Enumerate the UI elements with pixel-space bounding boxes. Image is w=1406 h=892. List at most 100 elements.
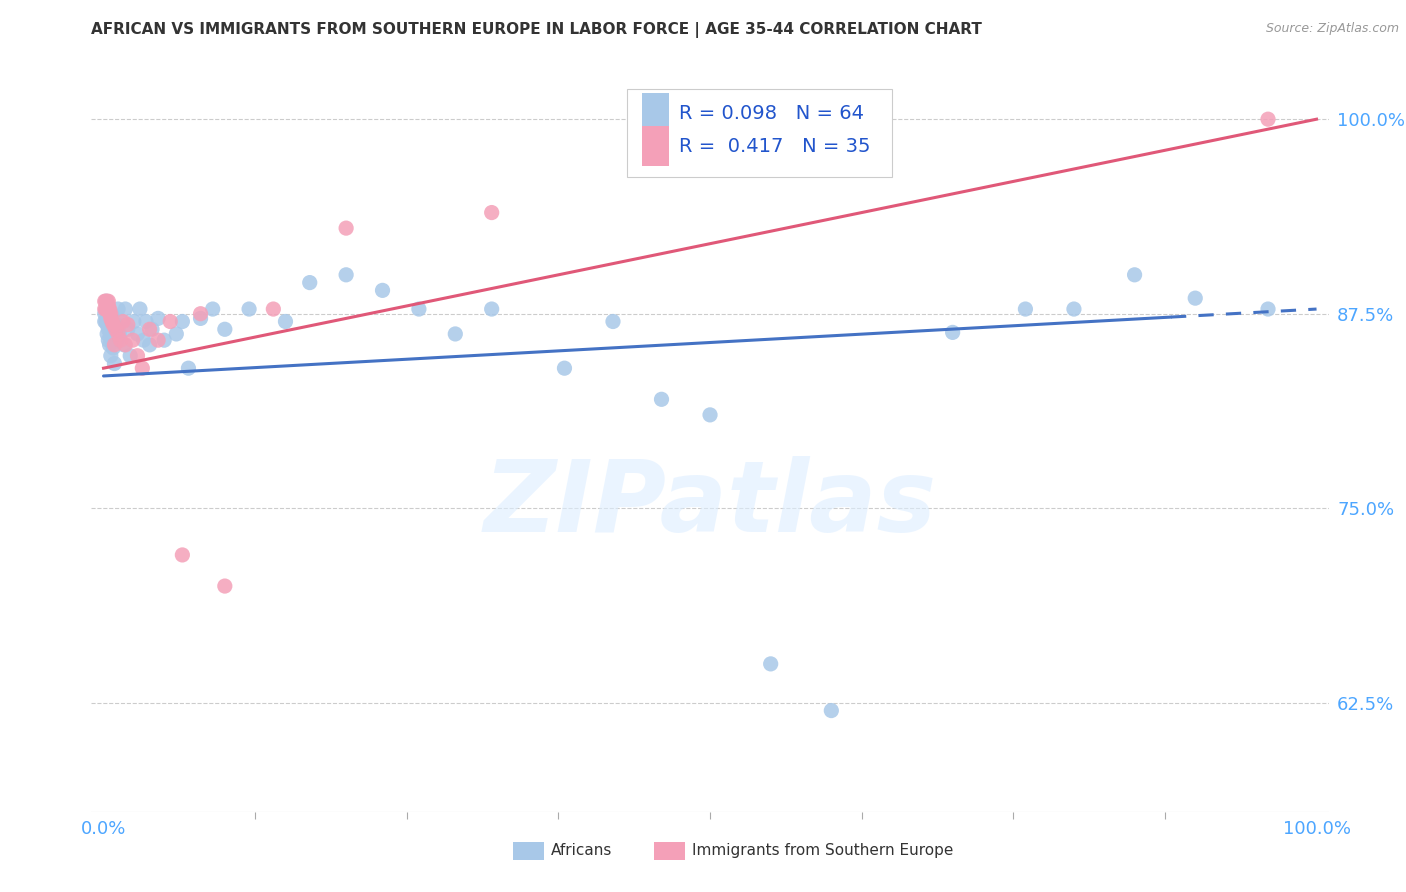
Point (135, 314, 157, 328)
Point (699, 408, 721, 422)
Point (104, 318, 127, 332)
Point (602, 314, 624, 328)
Point (100, 311, 122, 326)
Point (98, 314, 121, 328)
Point (100, 326, 122, 341)
Point (335, 221, 357, 235)
Point (108, 326, 131, 341)
Point (117, 318, 139, 332)
Point (190, 311, 212, 326)
Point (1123, 268, 1146, 282)
Text: R =  0.417   N = 35: R = 0.417 N = 35 (679, 136, 870, 155)
Point (214, 579, 236, 593)
Point (1257, 112, 1279, 127)
Point (94, 301, 117, 316)
Point (100, 349, 122, 363)
Y-axis label: In Labor Force | Age 35-44: In Labor Force | Age 35-44 (0, 336, 8, 556)
Point (120, 349, 142, 363)
Point (96, 294, 118, 309)
Point (97, 301, 120, 316)
Point (481, 205, 503, 219)
Point (131, 361, 153, 376)
Point (93, 314, 115, 328)
Point (444, 326, 467, 341)
Point (97, 301, 120, 316)
Point (146, 333, 169, 347)
Point (132, 333, 155, 347)
Point (93, 294, 115, 309)
Point (110, 333, 132, 347)
Point (138, 322, 160, 336)
Point (117, 322, 139, 336)
Point (371, 284, 394, 298)
Point (190, 307, 212, 321)
Point (141, 322, 163, 336)
Point (201, 301, 224, 316)
Point (107, 301, 129, 316)
Text: R = 0.098   N = 64: R = 0.098 N = 64 (679, 103, 865, 123)
Point (165, 326, 187, 341)
Text: Africans: Africans (551, 844, 613, 858)
Point (101, 307, 124, 321)
Point (172, 314, 194, 328)
Point (114, 301, 136, 316)
Point (101, 333, 124, 347)
Text: Source: ZipAtlas.com: Source: ZipAtlas.com (1265, 22, 1399, 36)
Point (127, 349, 149, 363)
Point (274, 314, 297, 328)
Point (103, 341, 125, 355)
Point (97, 333, 120, 347)
Point (97, 299, 120, 313)
Point (138, 338, 160, 352)
Point (105, 333, 128, 347)
Point (103, 357, 125, 371)
Point (94, 294, 117, 309)
Point (122, 314, 145, 328)
Point (1014, 301, 1036, 316)
Point (112, 338, 135, 352)
Point (96, 301, 118, 316)
Point (94, 294, 117, 309)
Point (298, 276, 321, 290)
Point (111, 314, 134, 328)
Point (96, 326, 118, 341)
Point (114, 338, 136, 352)
Point (98, 338, 121, 352)
Point (262, 301, 284, 316)
Point (94, 301, 117, 316)
Point (104, 322, 127, 336)
Point (177, 361, 200, 376)
Point (101, 314, 124, 328)
Point (96, 318, 118, 332)
Point (94, 314, 117, 328)
Point (98, 307, 121, 321)
Point (408, 301, 430, 316)
Point (97, 322, 120, 336)
Point (93, 301, 115, 316)
Point (238, 301, 260, 316)
Point (1063, 301, 1085, 316)
Point (129, 301, 152, 316)
Point (103, 318, 125, 332)
Point (98, 301, 121, 316)
Text: ZIPatlas: ZIPatlas (484, 456, 936, 553)
Text: AFRICAN VS IMMIGRANTS FROM SOUTHERN EUROPE IN LABOR FORCE | AGE 35-44 CORRELATIO: AFRICAN VS IMMIGRANTS FROM SOUTHERN EURO… (91, 22, 983, 38)
Point (1184, 291, 1206, 305)
Point (127, 326, 149, 341)
Point (553, 361, 575, 376)
Point (942, 326, 965, 340)
Point (214, 322, 236, 336)
Point (481, 301, 503, 316)
Point (650, 392, 672, 407)
Point (172, 548, 194, 562)
Text: Immigrants from Southern Europe: Immigrants from Southern Europe (692, 844, 953, 858)
Point (107, 326, 129, 341)
Point (121, 333, 143, 347)
Point (100, 307, 122, 321)
Point (820, 704, 842, 718)
Point (111, 314, 134, 328)
Point (96, 314, 118, 328)
Point (1257, 301, 1279, 316)
Point (159, 314, 181, 328)
Point (93, 307, 115, 321)
